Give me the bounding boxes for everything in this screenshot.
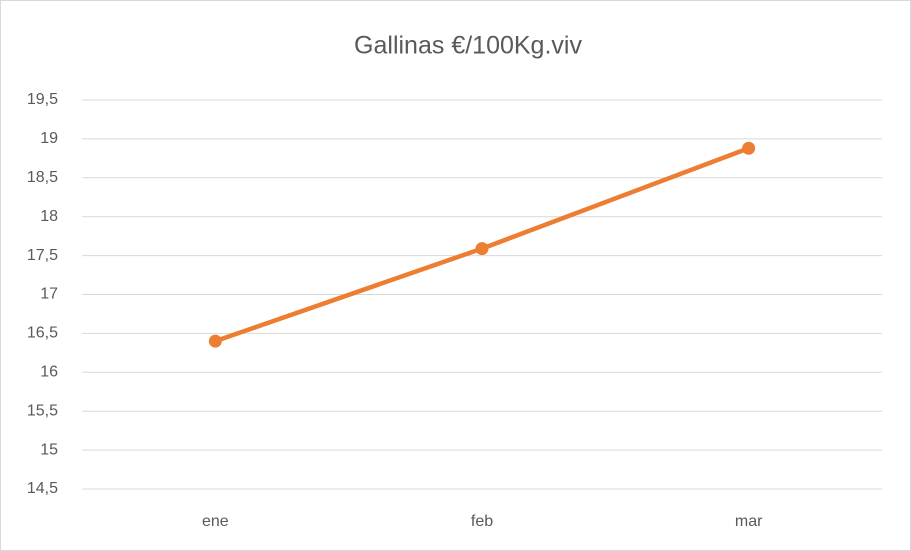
x-tick-label: feb [471, 513, 493, 530]
y-tick-label: 16 [40, 364, 58, 381]
x-tick-label: ene [202, 513, 229, 530]
y-tick-label: 14,5 [27, 480, 58, 497]
y-tick-label: 18,5 [27, 169, 58, 186]
data-point [475, 242, 489, 256]
x-tick-label: mar [735, 513, 763, 530]
y-tick-label: 15,5 [27, 402, 58, 419]
y-tick-label: 18 [40, 208, 58, 225]
y-tick-label: 19,5 [27, 91, 58, 108]
y-tick-label: 17 [40, 286, 58, 303]
chart-title: Gallinas €/100Kg.viv [354, 32, 582, 60]
y-tick-label: 17,5 [27, 247, 58, 264]
y-tick-label: 16,5 [27, 325, 58, 342]
data-point [208, 334, 222, 348]
y-tick-label: 15 [40, 441, 58, 458]
y-tick-label: 19 [40, 130, 58, 147]
data-point [742, 141, 756, 155]
